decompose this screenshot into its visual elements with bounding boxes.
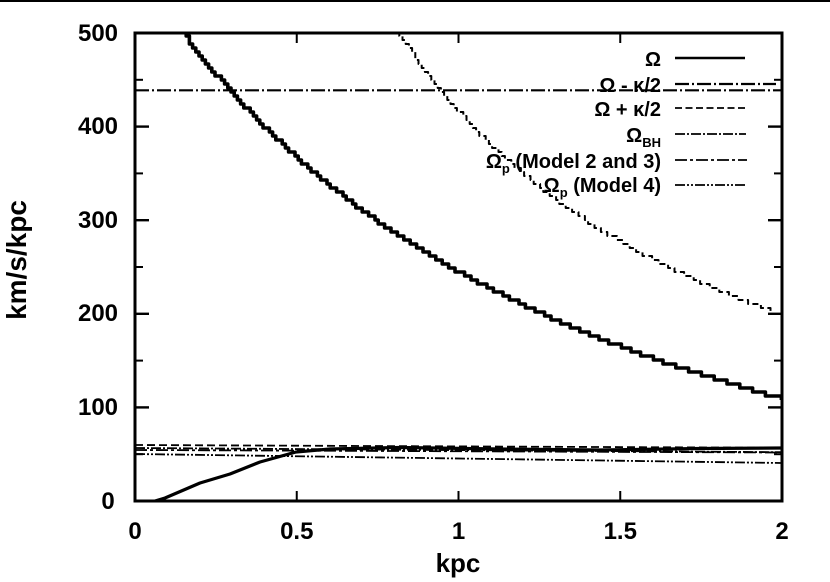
svg-text:0.5: 0.5 [280, 518, 313, 545]
svg-text:300: 300 [78, 207, 118, 234]
svg-text:0: 0 [128, 518, 141, 545]
svg-text:kpc: kpc [436, 548, 481, 578]
svg-text:Ωp (Model 4): Ωp (Model 4) [544, 175, 661, 200]
svg-text:Ω + κ/2: Ω + κ/2 [594, 99, 661, 121]
svg-text:km/s/kpc: km/s/kpc [1, 200, 32, 320]
svg-text:Ωp (Model 2 and 3): Ωp (Model 2 and 3) [486, 151, 661, 176]
svg-text:Ω: Ω [645, 49, 661, 71]
svg-text:1: 1 [452, 518, 465, 545]
svg-text:500: 500 [78, 20, 118, 47]
svg-text:200: 200 [78, 300, 118, 327]
svg-text:2: 2 [775, 518, 788, 545]
svg-text:0: 0 [101, 488, 114, 515]
svg-text:100: 100 [78, 394, 118, 421]
svg-text:ΩBH: ΩBH [626, 125, 661, 150]
svg-text:1.5: 1.5 [604, 518, 637, 545]
svg-text:Ω - κ/2: Ω - κ/2 [599, 75, 661, 97]
svg-text:400: 400 [78, 113, 118, 140]
